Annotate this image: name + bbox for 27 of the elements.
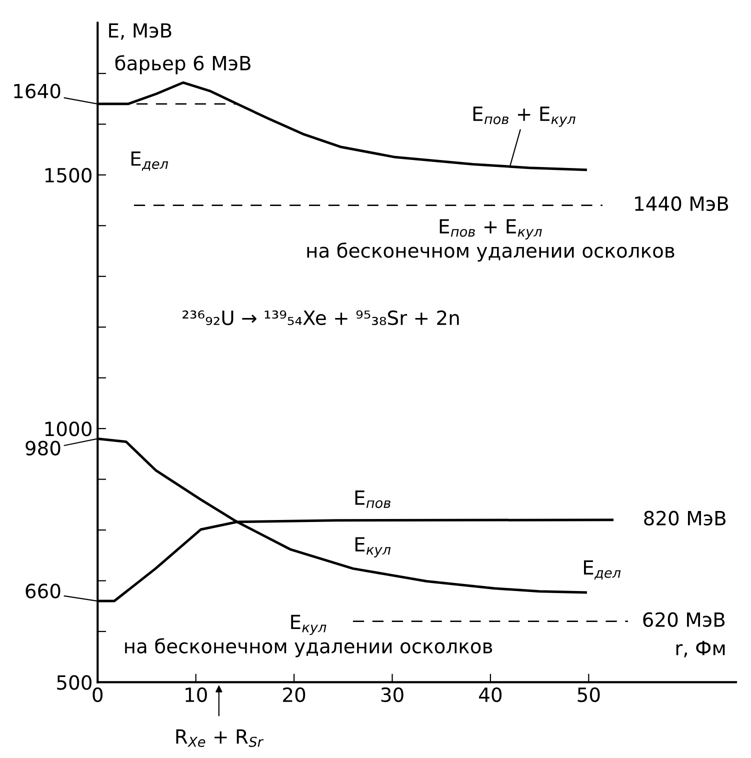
annotation: E$_{дел}$: [584, 560, 621, 580]
y-tick-label: 1000: [45, 422, 92, 436]
annotation: E$_{пов}$ + E$_{кул}$: [473, 106, 576, 127]
annotation: E$_{пов}$ + E$_{кул}$ на бесконечном удалении осколков: [307, 219, 674, 262]
annotation: 1640: [14, 84, 60, 98]
annotation: E$_{кул}$: [355, 537, 391, 558]
x-tick-label: 40: [479, 687, 502, 702]
y-axis-title: E, МэВ: [109, 23, 172, 40]
annotation: ²³⁶₉₂U → ¹³⁹₅₄Xe + ⁹⁵₃₈Sr + 2n: [182, 310, 459, 326]
x-tick-label: 10: [186, 687, 207, 702]
annotation: 660: [26, 584, 60, 598]
x-tick-label: 50: [578, 687, 600, 702]
annotation: 1440 МэВ: [635, 196, 728, 211]
annotation: барьер 6 МэВ: [115, 55, 250, 74]
y-tick-label: 500: [57, 675, 92, 690]
x-axis-title: r, Фм: [676, 640, 725, 658]
annotation: E$_{дел}$: [131, 152, 168, 171]
annotation: 620 МэВ: [643, 612, 725, 627]
annotation: E$_{кул}$ на бесконечном удалении осколков: [125, 614, 492, 658]
annotation: E$_{пов}$: [355, 490, 390, 508]
x-tick-label: 0: [92, 687, 103, 702]
text: R$_{Xe}$ + R$_{Sr}$: [176, 729, 264, 747]
annotation: 980: [26, 440, 60, 456]
x-tick-label: 20: [283, 687, 306, 702]
x-tick-label: 30: [381, 687, 404, 702]
annotation: 820 МэВ: [644, 510, 726, 526]
y-tick-label: 1500: [45, 168, 92, 183]
